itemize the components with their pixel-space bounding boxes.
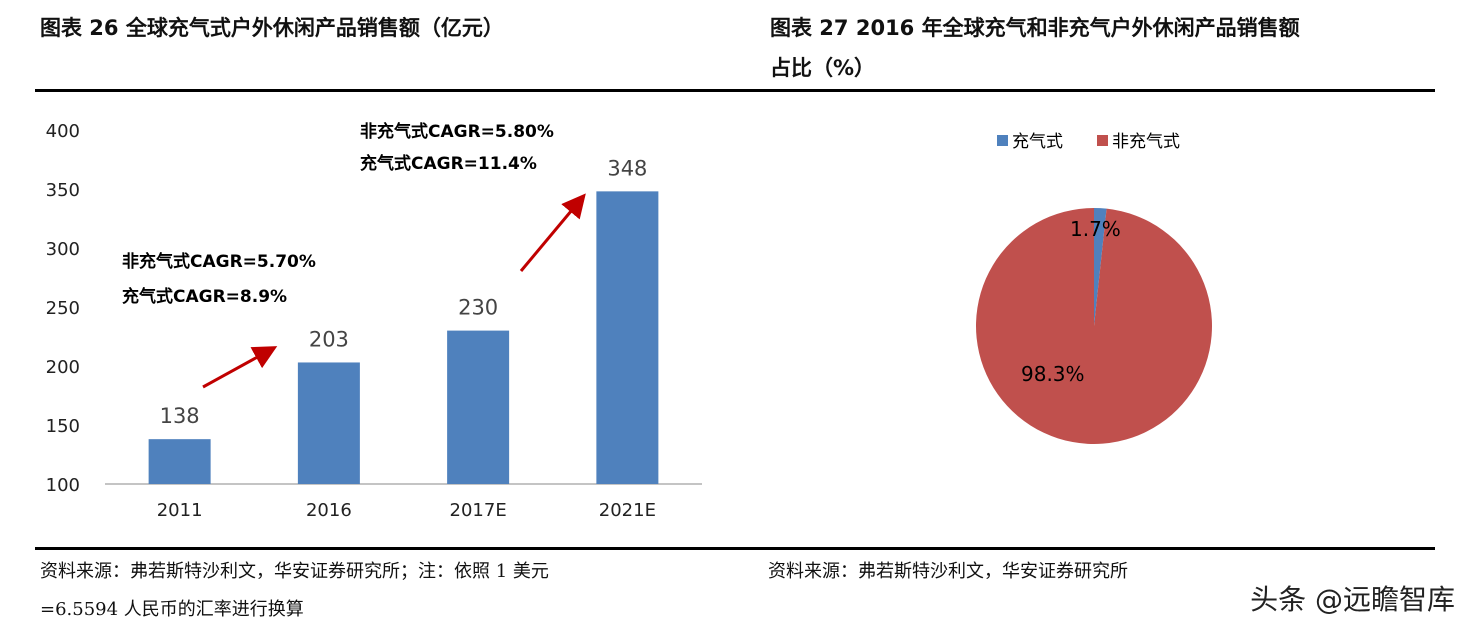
bar-value-label: 203 [309, 327, 349, 351]
bar-value-label: 230 [458, 296, 498, 320]
pie-label-non-inflatable: 98.3% [1021, 362, 1085, 386]
source-note-right: 资料来源：弗若斯特沙利文，华安证券研究所 [768, 561, 1128, 582]
bar-value-label: 138 [160, 404, 200, 428]
y-tick-label: 200 [46, 357, 80, 378]
bar-2011 [148, 439, 211, 484]
annotation-1-line1: 非充气式CAGR=5.70% [122, 251, 316, 272]
annotation-1-line2: 充气式CAGR=8.9% [122, 286, 287, 307]
watermark: 头条 @远瞻智库 [1250, 583, 1455, 616]
annotation-2-line2: 充气式CAGR=11.4% [360, 153, 537, 174]
source-note-left-line2: =6.5594 人民币的汇率进行换算 [40, 599, 304, 620]
y-tick-label: 250 [46, 298, 80, 319]
y-tick-label: 350 [46, 180, 80, 201]
pie-slice-1 [975, 208, 1212, 444]
bar-2016 [297, 362, 360, 484]
x-tick-label: 2021E [599, 500, 656, 521]
right-chart-title-line1: 图表 27 2016 年全球充气和非充气户外休闲产品销售额 [770, 16, 1300, 40]
bar-value-label: 348 [607, 156, 647, 180]
growth-arrow-2 [519, 193, 586, 272]
bottom-divider [35, 547, 1435, 550]
legend-swatch-non-inflatable [1097, 135, 1108, 146]
bar-2021E [596, 191, 659, 485]
y-tick-label: 300 [46, 239, 80, 260]
legend-label-non-inflatable: 非充气式 [1112, 132, 1180, 152]
left-chart-title: 图表 26 全球充气式户外休闲产品销售额（亿元） [40, 16, 504, 40]
y-tick-label: 100 [46, 475, 80, 496]
x-tick-label: 2011 [157, 500, 203, 521]
x-tick-label: 2016 [306, 500, 352, 521]
top-divider [35, 89, 1435, 92]
annotation-2-line1: 非充气式CAGR=5.80% [360, 121, 554, 142]
source-note-left-line1: 资料来源：弗若斯特沙利文，华安证券研究所；注：依照 1 美元 [40, 561, 549, 582]
x-tick-label: 2017E [450, 500, 507, 521]
pie-slice-0 [1094, 208, 1107, 326]
y-tick-label: 150 [46, 416, 80, 437]
bar-2017E [447, 330, 510, 484]
growth-arrow-1 [202, 346, 278, 389]
legend-swatch-inflatable [997, 135, 1008, 146]
right-chart-title-line2: 占比（%） [770, 56, 876, 80]
y-tick-label: 400 [46, 121, 80, 142]
pie-label-inflatable: 1.7% [1070, 217, 1121, 241]
legend-label-inflatable: 充气式 [1012, 132, 1063, 152]
